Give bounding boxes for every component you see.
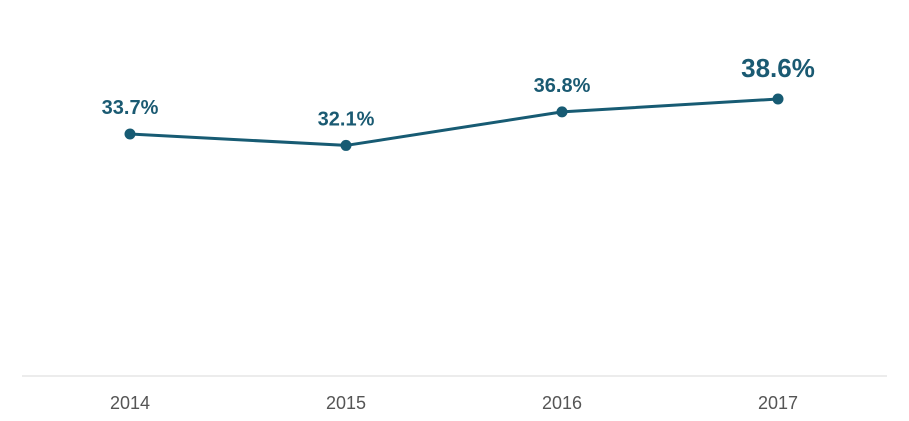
data-label-2017: 38.6%: [741, 53, 815, 83]
data-label-2014: 33.7%: [102, 97, 159, 119]
data-points: [124, 93, 784, 151]
x-tick-label-2015: 2015: [326, 393, 366, 413]
x-tick-label-2016: 2016: [542, 393, 582, 413]
data-point-2016: [556, 106, 568, 118]
series-line: [129, 97, 779, 147]
x-tick-label-2017: 2017: [758, 393, 798, 413]
data-label-2016: 36.8%: [534, 75, 591, 97]
x-tick-label-2014: 2014: [110, 393, 150, 413]
data-labels: 33.7% 32.1% 36.8% 38.6%: [102, 53, 815, 130]
data-label-2015: 32.1%: [318, 108, 375, 130]
x-tick-labels: 2014 2015 2016 2017: [110, 393, 798, 413]
data-point-2014: [124, 128, 136, 140]
data-point-2017: [772, 93, 784, 105]
data-point-2015: [340, 139, 352, 151]
